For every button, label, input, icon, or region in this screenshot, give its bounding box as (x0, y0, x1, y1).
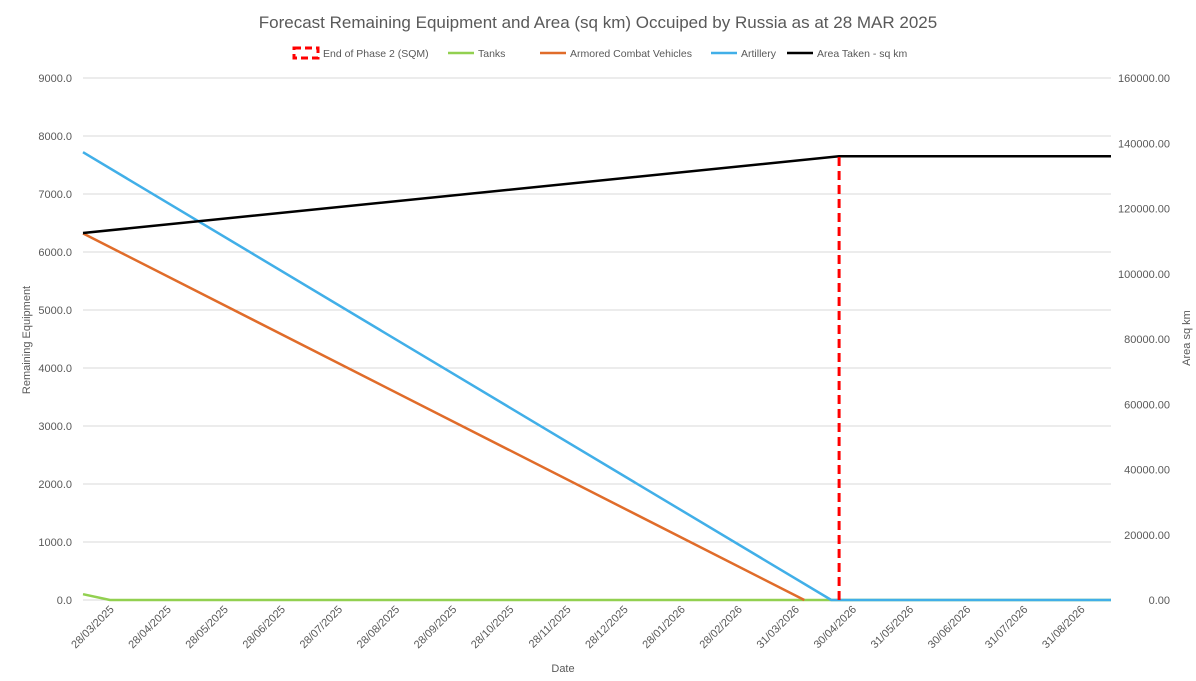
y-axis-left: 0.0 1000.0 2000.0 3000.0 4000.0 5000.0 6000.0 7… (38, 73, 72, 607)
x-tick-label: 28/04/2025 (126, 604, 173, 651)
y2-axis-title: Area sq km (1181, 310, 1193, 366)
y2-tick-label: 100000.00 (1118, 269, 1170, 281)
legend-swatch (292, 46, 320, 60)
y2-tick-label: 40000.00 (1124, 465, 1170, 477)
gridlines (83, 77, 1111, 543)
x-tick-label: 28/02/2026 (697, 604, 744, 651)
y2-tick-label: 60000.00 (1124, 399, 1170, 411)
x-axis-title: Date (551, 663, 574, 675)
y-tick-label: 4000.0 (38, 363, 72, 375)
y-tick-label: 6000.0 (38, 247, 72, 259)
x-tick-label: 28/11/2025 (527, 604, 574, 651)
x-tick-label: 28/08/2025 (355, 604, 402, 651)
y-tick-label: 3000.0 (38, 421, 72, 433)
y2-tick-label: 80000.00 (1124, 334, 1170, 346)
y-tick-label: 8000.0 (38, 131, 72, 143)
legend-label: Armored Combat Vehicles (570, 48, 692, 60)
series-tanks-line (82, 592, 1111, 602)
x-tick-label: 31/08/2026 (1040, 604, 1087, 651)
x-tick-label: 28/10/2025 (469, 604, 516, 651)
x-tick-label: 28/03/2025 (69, 604, 116, 651)
x-tick-label: 28/07/2025 (298, 604, 345, 651)
y-axis-right: 0.00 20000.00 40000.00 60000.00 80000.00 1000… (1118, 73, 1170, 607)
y-tick-label: 0.0 (57, 595, 72, 607)
series-area-taken-sq-km-line (82, 155, 1111, 235)
y2-tick-label: 140000.00 (1118, 138, 1170, 150)
y2-tick-label: 160000.00 (1118, 73, 1170, 85)
series-group (82, 151, 1111, 602)
x-tick-label: 31/07/2026 (983, 604, 1030, 651)
x-tick-label: 28/06/2025 (241, 604, 288, 651)
y-tick-label: 1000.0 (38, 537, 72, 549)
legend-item-end-of-phase-2-sqm: End of Phase 2 (SQM) (292, 46, 429, 60)
chart-title: Forecast Remaining Equipment and Area (s… (259, 13, 937, 32)
legend-label: Tanks (478, 48, 505, 60)
y-tick-label: 9000.0 (38, 73, 72, 85)
legend: End of Phase 2 (SQM) Tanks Armored Combat … (292, 46, 908, 60)
x-axis: 28/03/2025 28/04/2025 28/05/2025 28/06/2025… (69, 604, 1087, 651)
x-tick-label: 30/04/2026 (812, 604, 859, 651)
legend-label: Area Taken - sq km (817, 48, 908, 60)
y2-tick-label: 20000.00 (1124, 530, 1170, 542)
series-armored-combat-vehicles-line (82, 232, 805, 602)
y-axis-title: Remaining Equipment (21, 286, 33, 394)
x-tick-label: 30/06/2026 (926, 604, 973, 651)
x-tick-label: 28/09/2025 (412, 604, 459, 651)
y-tick-label: 5000.0 (38, 305, 72, 317)
y-tick-label: 2000.0 (38, 479, 72, 491)
legend-label: Artillery (741, 48, 777, 60)
x-tick-label: 28/01/2026 (640, 604, 687, 651)
x-tick-label: 31/05/2026 (869, 604, 916, 651)
legend-label: End of Phase 2 (SQM) (323, 48, 429, 60)
x-tick-label: 31/03/2026 (755, 604, 802, 651)
x-tick-label: 28/12/2025 (583, 604, 630, 651)
y-tick-label: 7000.0 (38, 189, 72, 201)
y2-tick-label: 0.00 (1149, 595, 1170, 607)
legend-item-tanks: Tanks (448, 48, 505, 60)
legend-item-area-taken-sq-km: Area Taken - sq km (787, 48, 908, 60)
series-artillery-line (82, 151, 1111, 602)
x-tick-label: 28/05/2025 (183, 604, 230, 651)
legend-item-artillery: Artillery (711, 48, 777, 60)
legend-item-armored-combat-vehicles: Armored Combat Vehicles (540, 48, 692, 60)
y2-tick-label: 120000.00 (1118, 204, 1170, 216)
